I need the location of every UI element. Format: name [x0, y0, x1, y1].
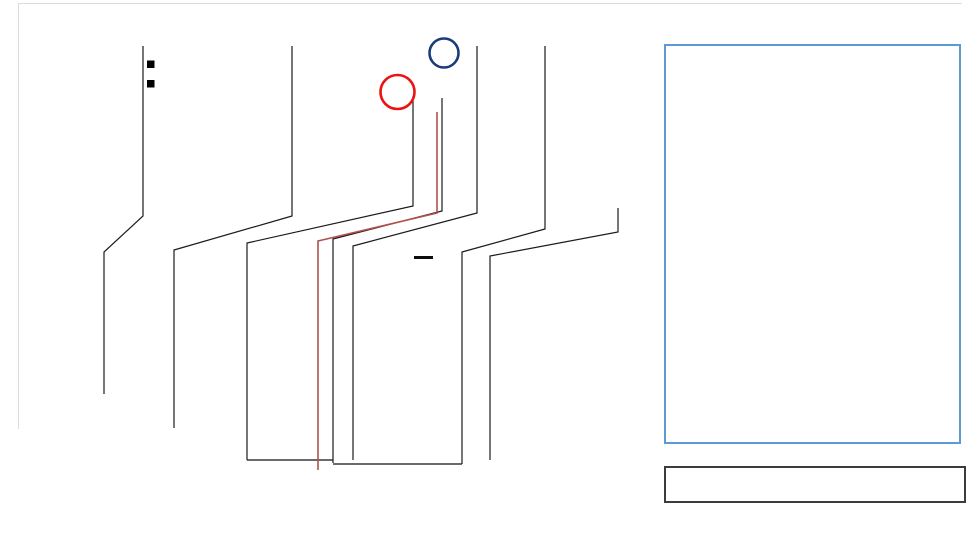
connector-line — [173, 46, 293, 428]
connector-lines — [103, 46, 619, 470]
slide-guide-left — [18, 3, 19, 429]
caption-box — [664, 466, 966, 503]
explanation-textbox — [664, 44, 961, 444]
slide-guide-top — [18, 3, 962, 4]
legend-swatch-this-study — [147, 80, 155, 88]
white-box-045 — [333, 246, 462, 464]
connector-line — [352, 46, 478, 460]
blue-circle-annotation — [428, 37, 460, 69]
connector-line — [461, 46, 546, 464]
mapping-white-boxes — [247, 243, 462, 465]
static-labels — [147, 60, 433, 259]
connector-line — [246, 96, 414, 460]
connector-line — [103, 46, 144, 394]
legend-swatch-suganuma — [147, 60, 155, 68]
annotation-circles — [379, 37, 460, 111]
figure-okada-fig8 — [103, 37, 619, 470]
red-circle-annotation — [379, 73, 416, 111]
white-box-061 — [247, 243, 333, 460]
byk-e-correlation-line — [317, 112, 438, 470]
connector-line — [489, 208, 619, 460]
